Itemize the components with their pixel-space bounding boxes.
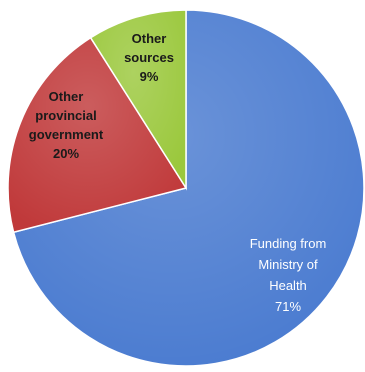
slice-name-line: Funding from — [250, 236, 327, 251]
slice-value-label: 9% — [140, 69, 159, 84]
pie-slices — [7, 9, 365, 367]
slice-name-line: Other — [132, 31, 167, 46]
slice-label-other-provincial-government: Other provincial government 20% — [29, 89, 104, 161]
slice-name-line: provincial — [35, 108, 96, 123]
slice-label-funding-from-ministry-of-health: Funding from Ministry of Health 71% — [250, 236, 327, 314]
slice-name-line: Other — [49, 89, 84, 104]
slice-name-line: sources — [124, 50, 174, 65]
slice-value-label: 20% — [53, 146, 79, 161]
slice-name-line: government — [29, 127, 104, 142]
pie-slice-shading — [7, 37, 186, 233]
slice-value-label: 71% — [275, 299, 301, 314]
slice-name-line: Health — [269, 278, 307, 293]
slice-label-other-sources: Other sources 9% — [124, 31, 174, 84]
pie-slice-shading — [90, 10, 186, 188]
pie-slice-shading — [13, 10, 365, 366]
slice-name-line: Ministry of — [258, 257, 318, 272]
pie-labels: Funding from Ministry of Health 71% Other pro… — [29, 31, 327, 314]
